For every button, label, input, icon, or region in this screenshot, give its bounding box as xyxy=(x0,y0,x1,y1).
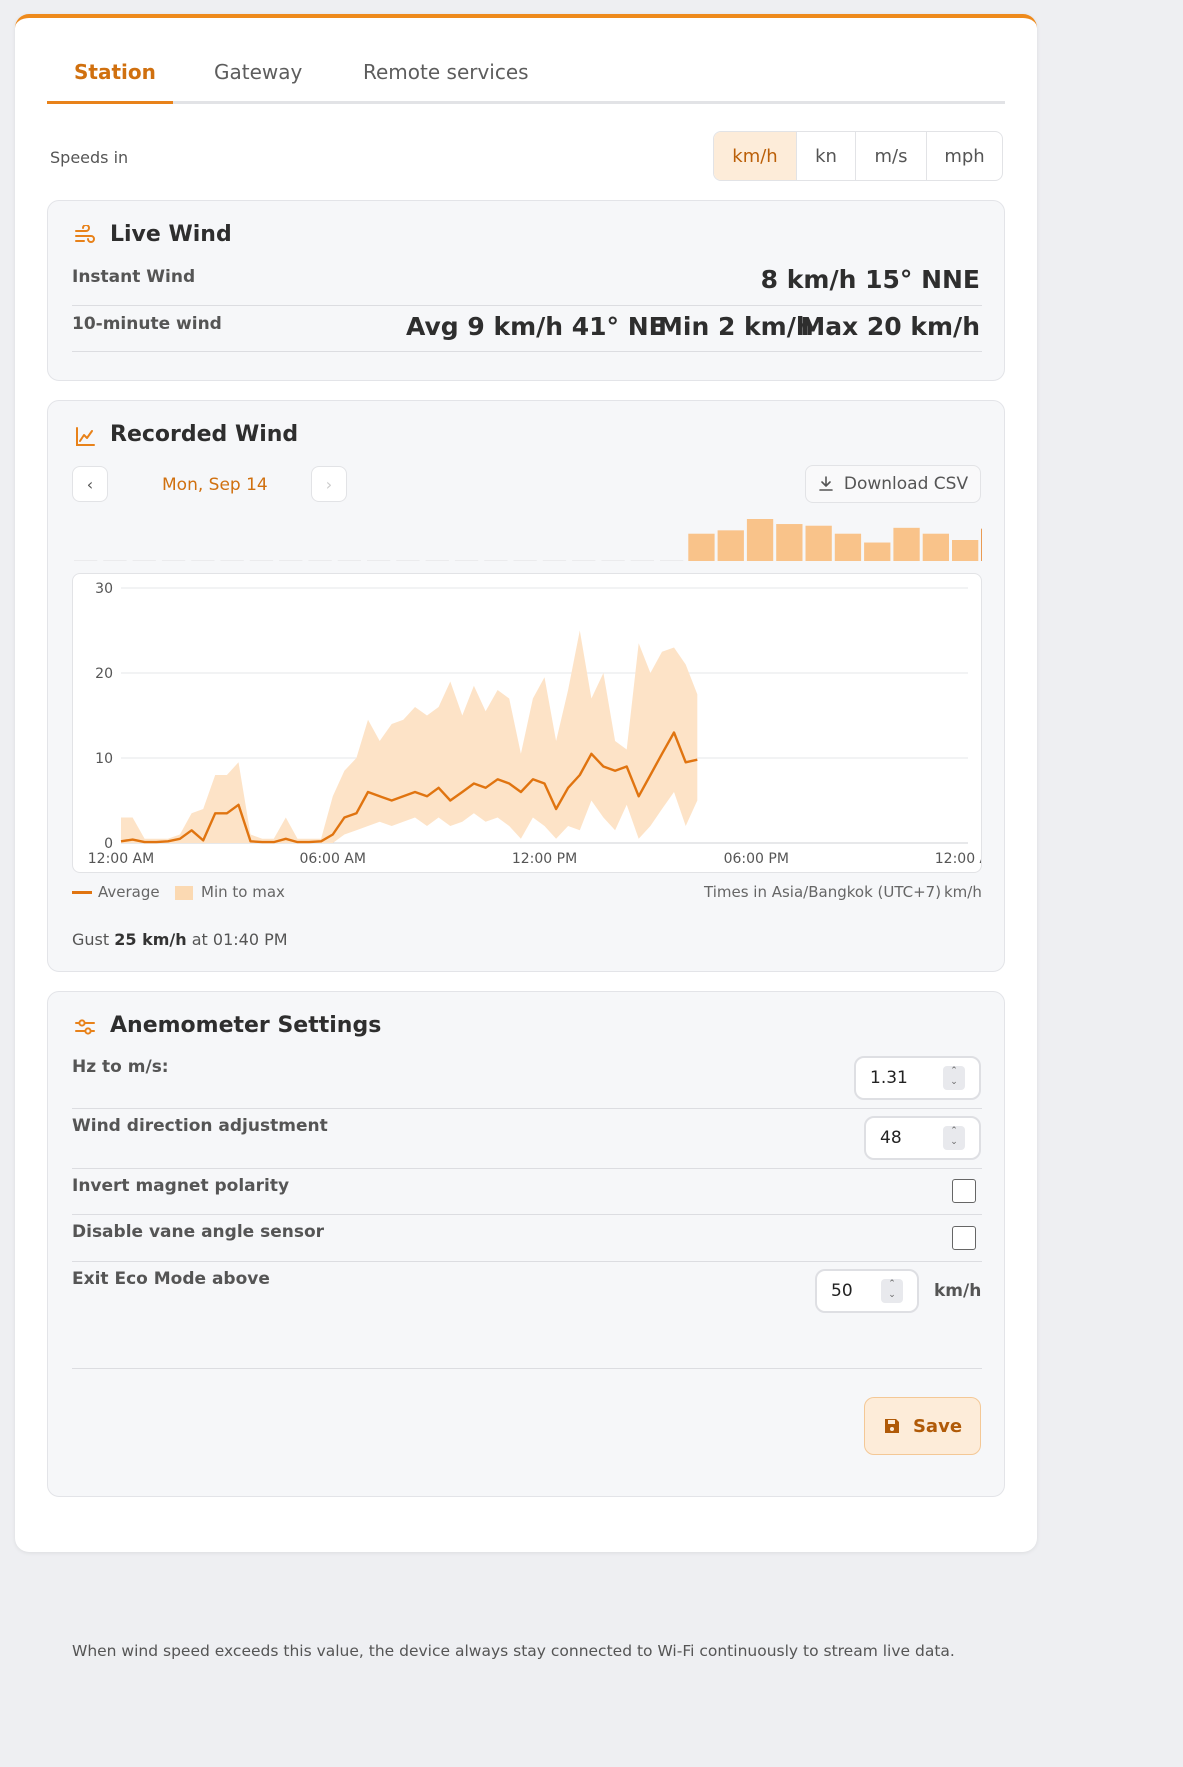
hour-bar xyxy=(746,519,774,561)
y-tick-label: 0 xyxy=(104,836,113,852)
tab-bar: Station Gateway Remote services xyxy=(47,54,1005,104)
exit-eco-label: Exit Eco Mode above xyxy=(72,1269,270,1289)
spinner-arrows-icon[interactable]: ⌃ ⌄ xyxy=(943,1066,965,1090)
unit-kn-button[interactable]: kn xyxy=(797,132,856,180)
ten-minute-max-value: Max 20 km/h xyxy=(800,312,980,341)
ten-minute-avg-value: Avg 9 km/h 41° NE xyxy=(406,312,666,341)
range-swatch xyxy=(175,885,193,900)
line-chart-icon xyxy=(76,427,95,446)
anemometer-settings-panel: Anemometer Settings Hz to m/s: 1.31 ⌃ ⌄ W… xyxy=(47,991,1005,1660)
y-tick-label: 10 xyxy=(95,751,113,767)
gust-info: Gust 25 km/h at 01:40 PM xyxy=(72,930,288,949)
wind-chart-svg: 0 10 20 30 12:00 AM 06:00 AM 12:00 PM 06:00 PM 1… xyxy=(88,581,1001,867)
hour-bar xyxy=(688,533,715,561)
divider xyxy=(72,1108,982,1109)
station-settings-card: Station Gateway Remote services Speeds i… xyxy=(15,14,1037,1660)
ten-minute-wind-label: 10-minute wind xyxy=(72,314,222,334)
anemometer-settings-title: Anemometer Settings xyxy=(110,1013,382,1038)
ten-minute-min-value: Min 2 km/h xyxy=(658,312,814,341)
spinner-arrows-icon[interactable]: ⌃ ⌄ xyxy=(943,1126,965,1150)
prev-day-button[interactable]: ‹ xyxy=(72,466,108,502)
selected-date: Mon, Sep 14 xyxy=(162,475,268,495)
gust-time: at 01:40 PM xyxy=(191,930,288,949)
wind-direction-value: 48 xyxy=(880,1128,902,1148)
gust-prefix: Gust xyxy=(72,930,110,949)
unit-ms-button[interactable]: m/s xyxy=(856,132,927,180)
active-tab-indicator xyxy=(47,101,173,104)
eco-help-text: When wind speed exceeds this value, the … xyxy=(72,1642,955,1660)
unit-mph-button[interactable]: mph xyxy=(944,145,985,167)
legend-average: Average xyxy=(72,883,160,901)
divider xyxy=(72,305,982,306)
spinner-arrows-icon[interactable]: ⌃ ⌄ xyxy=(881,1279,903,1303)
unit-kmh-button[interactable]: km/h xyxy=(714,132,797,180)
legend-range: Min to max xyxy=(175,883,285,901)
speed-unit-selector: km/h kn m/s mph xyxy=(713,131,1003,181)
x-tick-label: 12:00 AM xyxy=(935,851,981,867)
hz-to-ms-label: Hz to m/s: xyxy=(72,1057,169,1077)
hour-bar xyxy=(805,525,832,561)
speeds-in-label: Speeds in xyxy=(50,148,129,167)
save-icon xyxy=(884,1419,899,1433)
live-wind-title: Live Wind xyxy=(110,222,232,247)
save-label: Save xyxy=(912,1415,963,1437)
divider xyxy=(72,1168,982,1169)
hz-to-ms-value: 1.31 xyxy=(870,1068,908,1088)
save-button[interactable]: Save xyxy=(864,1397,981,1455)
wind-direction-input[interactable]: 48 ⌃ ⌄ xyxy=(864,1116,981,1160)
divider xyxy=(72,1368,982,1369)
x-tick-label: 12:00 AM xyxy=(88,851,154,867)
download-csv-button[interactable]: Download CSV xyxy=(805,465,981,503)
exit-eco-unit: km/h xyxy=(934,1281,982,1301)
exit-eco-input[interactable]: 50 ⌃ ⌄ xyxy=(815,1269,919,1313)
wind-icon xyxy=(75,225,95,243)
hour-bar xyxy=(834,533,862,561)
chart-unit: km/h xyxy=(944,883,982,901)
disable-vane-label: Disable vane angle sensor xyxy=(72,1222,325,1242)
wind-chart: 0 10 20 30 12:00 AM 06:00 AM 12:00 PM 06:00 PM 1… xyxy=(72,573,1001,873)
divider xyxy=(72,1214,982,1215)
hour-bar xyxy=(776,524,803,561)
hourly-bars xyxy=(74,519,982,561)
download-icon xyxy=(819,476,833,491)
sliders-icon xyxy=(75,1019,95,1035)
invert-polarity-label: Invert magnet polarity xyxy=(72,1176,290,1196)
hour-bar xyxy=(893,527,920,561)
y-tick-label: 30 xyxy=(95,581,113,597)
disable-vane-checkbox[interactable] xyxy=(952,1226,976,1250)
download-csv-label: Download CSV xyxy=(843,474,969,494)
tab-remote-services[interactable]: Remote services xyxy=(363,60,529,84)
live-wind-panel: Live Wind Instant Wind 8 km/h 15° NNE 10… xyxy=(47,200,1005,381)
average-swatch xyxy=(72,891,92,894)
divider xyxy=(72,1261,982,1262)
wind-direction-label: Wind direction adjustment xyxy=(72,1116,328,1136)
x-tick-label: 06:00 PM xyxy=(724,851,789,867)
exit-eco-value: 50 xyxy=(831,1281,853,1301)
hour-bar xyxy=(864,542,891,561)
divider xyxy=(72,351,982,352)
tab-station[interactable]: Station xyxy=(74,60,156,84)
x-tick-label: 12:00 PM xyxy=(512,851,577,867)
min-max-area xyxy=(121,630,698,843)
hz-to-ms-input[interactable]: 1.31 ⌃ ⌄ xyxy=(854,1056,981,1100)
recorded-wind-panel: Recorded Wind ‹ Mon, Sep 14 › Download C… xyxy=(47,400,1005,972)
gust-value: 25 km/h xyxy=(114,930,187,949)
instant-wind-label: Instant Wind xyxy=(72,267,196,287)
legend-average-label: Average xyxy=(98,883,160,901)
hour-bar xyxy=(952,540,979,561)
next-day-button[interactable]: › xyxy=(311,466,347,502)
instant-wind-value: 8 km/h 15° NNE xyxy=(760,265,980,294)
hour-bar xyxy=(922,533,949,561)
hour-bar xyxy=(717,530,744,561)
average-line xyxy=(120,731,698,844)
hour-bar xyxy=(981,528,982,561)
y-tick-label: 20 xyxy=(95,666,113,682)
invert-polarity-checkbox[interactable] xyxy=(952,1179,976,1203)
timezone-note: Times in Asia/Bangkok (UTC+7) xyxy=(704,883,942,901)
legend-range-label: Min to max xyxy=(201,883,285,901)
x-tick-label: 06:00 AM xyxy=(300,851,366,867)
tab-gateway[interactable]: Gateway xyxy=(214,60,303,84)
recorded-wind-title: Recorded Wind xyxy=(110,422,299,447)
